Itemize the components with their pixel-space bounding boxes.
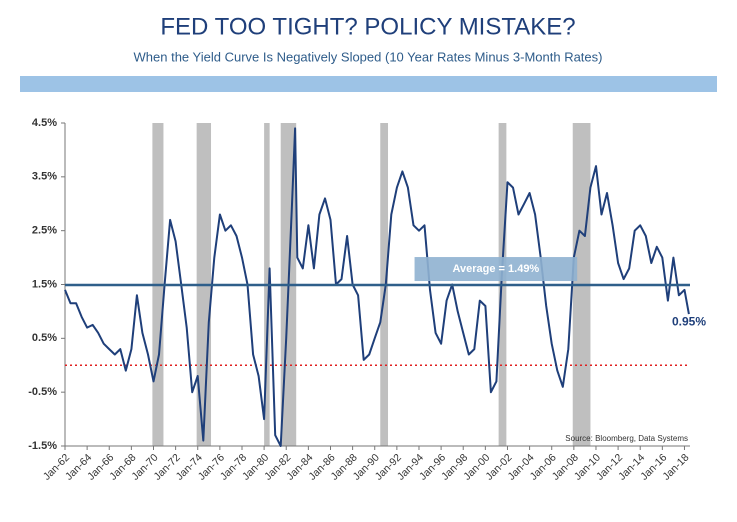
y-tick-label: 0.5% (32, 332, 57, 344)
source-note: Source: Bloomberg, Data Systems (565, 434, 688, 443)
series-line (64, 127, 690, 447)
y-tick-label: 1.5% (32, 278, 57, 290)
y-tick-label: 4.5% (32, 117, 57, 129)
y-tick-label: -1.5% (28, 440, 57, 452)
end-label: 0.95% (672, 314, 706, 328)
y-tick-label: 3.5% (32, 171, 57, 183)
y-tick-label: 2.5% (32, 225, 57, 237)
y-tick-label: -0.5% (28, 386, 57, 398)
header-bar (20, 76, 717, 92)
chart-title: FED TOO TIGHT? POLICY MISTAKE? (160, 13, 575, 40)
average-label-box (414, 257, 578, 282)
average-label: Average = 1.49% (452, 263, 539, 275)
chart-subtitle: When the Yield Curve Is Negatively Slope… (134, 49, 603, 64)
